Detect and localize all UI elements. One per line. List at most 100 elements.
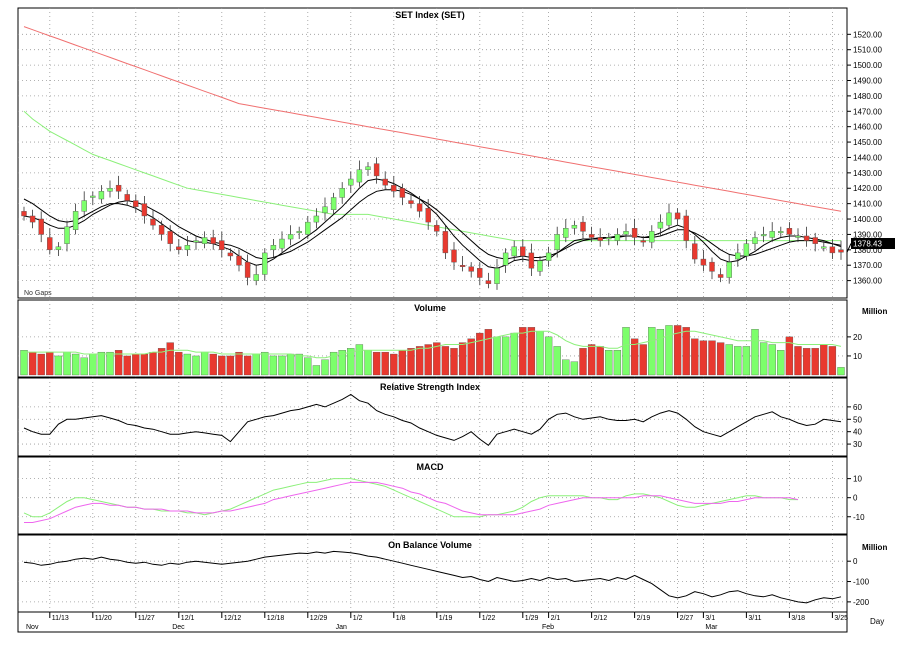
candle bbox=[348, 171, 354, 193]
volume-bar bbox=[140, 353, 149, 376]
volume-bar bbox=[415, 346, 424, 376]
price-y-tick-label: 1380.00 bbox=[853, 246, 882, 255]
candle-body-up bbox=[657, 221, 664, 229]
candle bbox=[330, 192, 337, 215]
candle bbox=[29, 209, 36, 229]
price-y-tick-label: 1470.00 bbox=[853, 107, 882, 116]
candle bbox=[597, 228, 603, 247]
candle bbox=[64, 220, 70, 252]
candle bbox=[502, 248, 509, 273]
obv-panel-frame bbox=[17, 534, 848, 613]
candle-body-up bbox=[279, 238, 285, 249]
volume-bar bbox=[785, 336, 794, 376]
volume-y-tick-label: 10 bbox=[853, 352, 862, 361]
candle bbox=[640, 235, 646, 247]
candle bbox=[786, 222, 793, 243]
candle bbox=[72, 203, 79, 235]
candle-body-down bbox=[838, 249, 844, 253]
volume-bar bbox=[596, 346, 604, 376]
volume-bar bbox=[794, 346, 802, 376]
rsi-y-tick-label: 50 bbox=[853, 415, 862, 424]
rsi-line bbox=[23, 393, 842, 446]
candle-body-up bbox=[365, 166, 371, 170]
x-tick-label: 3/18 bbox=[791, 615, 805, 622]
candle-body-up bbox=[356, 169, 363, 183]
candle bbox=[709, 257, 715, 280]
candle bbox=[760, 226, 767, 243]
candle bbox=[356, 160, 363, 187]
volume-bar bbox=[157, 348, 166, 376]
candle-body-down bbox=[786, 228, 793, 235]
candle bbox=[769, 222, 775, 243]
volume-y-tick-label: 20 bbox=[853, 333, 862, 342]
candle bbox=[778, 226, 784, 238]
candle-body-down bbox=[158, 224, 165, 235]
macd-y-tick-label: 10 bbox=[853, 475, 862, 484]
volume-bar bbox=[544, 336, 553, 376]
candle bbox=[98, 185, 105, 204]
candle-body-down bbox=[236, 255, 242, 266]
candle bbox=[545, 246, 552, 267]
candle bbox=[485, 272, 492, 289]
candle-body-down bbox=[219, 240, 225, 251]
price-y-tick-label: 1400.00 bbox=[853, 215, 882, 224]
volume-bar bbox=[183, 353, 192, 376]
candle-body-down bbox=[683, 215, 689, 241]
macd-y-tick-label: -10 bbox=[853, 513, 865, 522]
candle bbox=[115, 175, 122, 200]
candle-body-up bbox=[494, 268, 500, 284]
volume-bar bbox=[699, 340, 708, 376]
rsi-panel-title: Relative Strength Index bbox=[380, 382, 480, 392]
rsi-panel-frame bbox=[17, 377, 848, 457]
x-tick-label: 12/29 bbox=[310, 615, 328, 622]
candle-body-down bbox=[124, 194, 130, 201]
candle-body-up bbox=[270, 245, 277, 251]
volume-bar bbox=[708, 340, 716, 376]
candle bbox=[313, 208, 320, 229]
volume-bar bbox=[484, 329, 493, 376]
candle bbox=[726, 254, 732, 284]
candle bbox=[692, 235, 698, 264]
macd-y-tick-label: 0 bbox=[853, 494, 858, 503]
rsi-y-tick-label: 40 bbox=[853, 428, 862, 437]
volume-bar bbox=[828, 346, 837, 376]
moving-average-line-1 bbox=[23, 26, 842, 212]
candle bbox=[365, 162, 371, 176]
candle bbox=[55, 242, 62, 256]
x-tick-label: 2/1 bbox=[551, 615, 561, 622]
candle-body-up bbox=[90, 195, 96, 198]
rsi-y-tick-label: 60 bbox=[853, 403, 862, 412]
price-y-tick-label: 1370.00 bbox=[853, 261, 882, 270]
x-tick-label: 1/19 bbox=[439, 615, 453, 622]
candle-body-up bbox=[606, 237, 612, 240]
volume-bar bbox=[235, 351, 243, 376]
obv-panel-title: On Balance Volume bbox=[388, 540, 472, 550]
candle bbox=[416, 195, 423, 218]
volume-bar bbox=[802, 348, 811, 376]
candle bbox=[649, 225, 655, 249]
volume-bar bbox=[355, 344, 364, 376]
volume-bar bbox=[458, 342, 467, 376]
candle-body-down bbox=[717, 274, 724, 278]
panel-frames bbox=[17, 7, 848, 633]
price-y-tick-label: 1410.00 bbox=[853, 200, 882, 209]
rsi-y-tick-label: 30 bbox=[853, 440, 862, 449]
candle-body-down bbox=[425, 208, 431, 223]
candle bbox=[201, 231, 208, 249]
moving-average-line-4 bbox=[23, 189, 842, 260]
volume-bar bbox=[725, 344, 733, 376]
x-tick-label: 3/1 bbox=[705, 615, 715, 622]
candle-body-down bbox=[416, 203, 423, 212]
candle bbox=[821, 240, 827, 252]
price-y-tick-label: 1440.00 bbox=[853, 153, 882, 162]
volume-bar bbox=[493, 336, 501, 376]
last-value-label: 1378.43 bbox=[853, 240, 882, 249]
candle bbox=[425, 199, 431, 230]
volume-bar bbox=[200, 351, 209, 376]
obv-y-tick-label: -200 bbox=[853, 598, 870, 607]
volume-bar bbox=[424, 344, 432, 376]
price-y-tick-label: 1360.00 bbox=[853, 277, 882, 286]
candle-body-down bbox=[391, 184, 397, 192]
candle bbox=[38, 211, 44, 243]
